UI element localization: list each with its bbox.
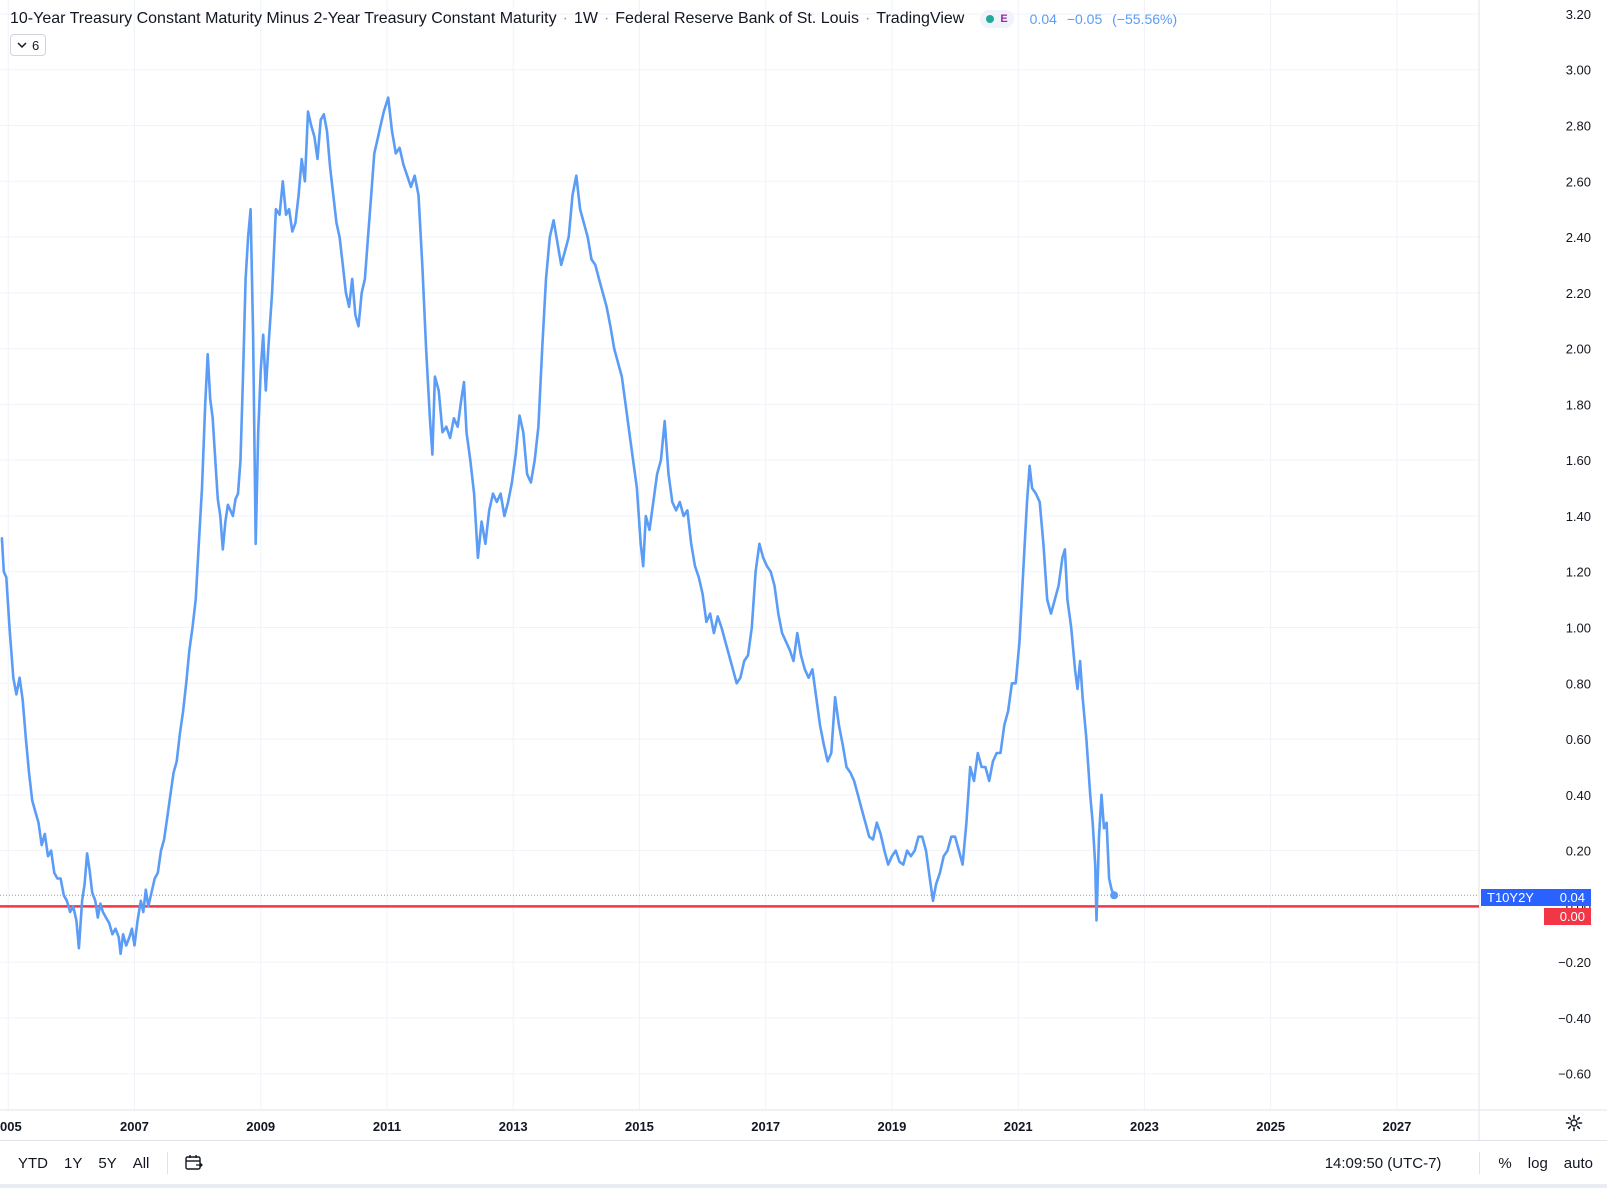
- y-tick-label: 2.60: [1566, 174, 1591, 189]
- separator-dot: ·: [562, 10, 568, 27]
- y-tick-label: 2.20: [1566, 286, 1591, 301]
- bottom-toolbar: YTD 1Y 5Y All 14:09:50 (UTC-7) % log aut…: [0, 1140, 1607, 1185]
- change-value: −0.05: [1066, 11, 1103, 27]
- y-tick-label: −0.60: [1558, 1067, 1591, 1082]
- y-tick-label: 0.20: [1566, 844, 1591, 859]
- x-tick-label: 2027: [1382, 1119, 1411, 1134]
- change-percent: (−55.56%): [1112, 11, 1178, 27]
- x-tick-label: 2009: [246, 1119, 275, 1134]
- y-tick-label: 0.80: [1566, 676, 1591, 691]
- y-tick-label: 2.00: [1566, 342, 1591, 357]
- y-tick-label: 1.80: [1566, 397, 1591, 412]
- range-all-button[interactable]: All: [132, 1154, 150, 1172]
- last-value: 0.04: [1029, 11, 1057, 27]
- platform-label: TradingView: [876, 10, 965, 27]
- y-tick-label: 1.40: [1566, 509, 1591, 524]
- y-tick-label: 3.20: [1566, 7, 1591, 22]
- zero-line-tag: 0.00: [1544, 908, 1591, 925]
- current-price-tag: T10Y2Y 0.04: [1481, 889, 1591, 906]
- calendar-goto-icon[interactable]: [184, 1154, 204, 1172]
- y-tick-label: −0.20: [1558, 955, 1591, 970]
- event-badge: E: [1000, 13, 1008, 25]
- interval-label[interactable]: 1W: [573, 10, 598, 27]
- y-tick-label: 0.40: [1566, 788, 1591, 803]
- y-tick-label: 2.80: [1566, 119, 1591, 134]
- gear-icon[interactable]: [1565, 1114, 1583, 1132]
- log-scale-toggle[interactable]: log: [1527, 1154, 1548, 1172]
- y-tick-label: 0.60: [1566, 732, 1591, 747]
- source-label: Federal Reserve Bank of St. Louis: [615, 10, 859, 27]
- x-tick-label: 2017: [751, 1119, 780, 1134]
- x-tick-label: 2015: [625, 1119, 654, 1134]
- x-tick-label: 2025: [1256, 1119, 1285, 1134]
- x-tick-label: 2023: [1130, 1119, 1159, 1134]
- x-tick-label: 005: [0, 1119, 22, 1134]
- toolbar-divider: [1479, 1152, 1481, 1174]
- reference-lines: [0, 894, 1479, 908]
- auto-scale-toggle[interactable]: auto: [1563, 1154, 1593, 1172]
- separator-dot: ·: [603, 10, 610, 27]
- series-line-t10y2y: [0, 96, 1116, 956]
- separator-dot: ·: [864, 10, 871, 27]
- y-tick-label: 1.00: [1566, 621, 1591, 636]
- chevron-down-icon: [17, 42, 27, 49]
- market-status-badge[interactable]: E: [980, 10, 1014, 28]
- x-tick-label: 2019: [877, 1119, 906, 1134]
- grid-lines: [0, 0, 1479, 1110]
- indicator-count: 6: [32, 37, 40, 53]
- status-dot-icon: [986, 15, 995, 23]
- collapse-legend-button[interactable]: 6: [10, 34, 47, 56]
- time-axis: 005 2007 2009 2011 2013 2015 2017 2019 2021 2023 2…: [0, 1119, 1411, 1134]
- last-value-dot: [1110, 891, 1119, 900]
- x-tick-label: 2013: [499, 1119, 528, 1134]
- y-tick-label: −0.40: [1558, 1011, 1591, 1026]
- x-tick-label: 2007: [120, 1119, 149, 1134]
- x-tick-label: 2011: [373, 1119, 401, 1134]
- y-tick-label: 2.40: [1566, 230, 1591, 245]
- current-price-value: 0.04: [1559, 890, 1585, 905]
- chart-area[interactable]: 3.20 3.00 2.80 2.60 2.40 2.20 2.00 1.80 1.60 1.40…: [0, 0, 1607, 1140]
- zero-line-value: 0.00: [1559, 909, 1585, 924]
- series-title[interactable]: 10-Year Treasury Constant Maturity Minus…: [10, 10, 557, 27]
- y-tick-label: 1.20: [1566, 565, 1591, 580]
- y-tick-label: 1.60: [1566, 453, 1591, 468]
- percent-scale-toggle[interactable]: %: [1498, 1154, 1512, 1172]
- symbol-tag-label: T10Y2Y: [1487, 890, 1534, 905]
- price-axis: 3.20 3.00 2.80 2.60 2.40 2.20 2.00 1.80 1.60 1.40…: [1558, 7, 1591, 1082]
- range-5y-button[interactable]: 5Y: [98, 1154, 117, 1172]
- y-tick-label: 3.00: [1566, 63, 1591, 78]
- bottom-edge-strip: [0, 1184, 1607, 1188]
- legend-header: 10-Year Treasury Constant Maturity Minus…: [10, 8, 1183, 30]
- legend-values: 0.04 −0.05 (−55.56%): [1030, 11, 1183, 27]
- clock-timezone[interactable]: 14:09:50 (UTC-7): [1324, 1154, 1442, 1172]
- toolbar-divider: [167, 1152, 169, 1174]
- range-1y-button[interactable]: 1Y: [64, 1154, 83, 1172]
- x-tick-label: 2021: [1004, 1119, 1033, 1134]
- range-ytd-button[interactable]: YTD: [18, 1154, 48, 1172]
